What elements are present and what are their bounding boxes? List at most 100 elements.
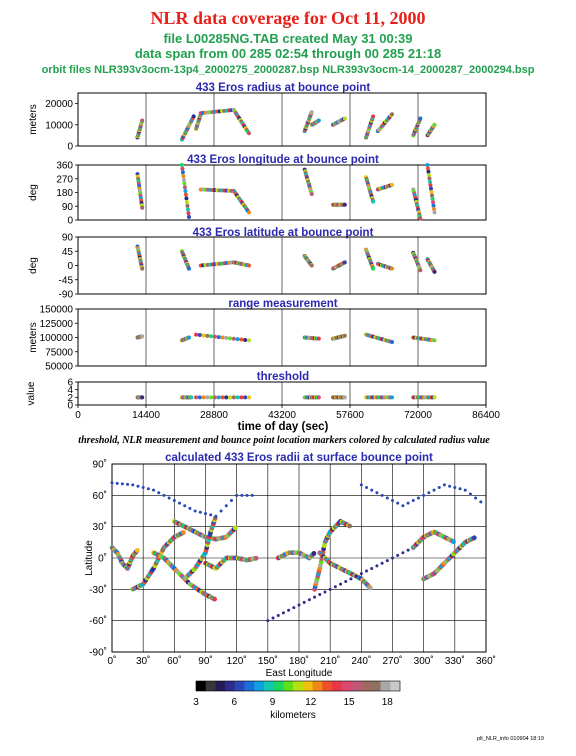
data-point: [431, 203, 436, 208]
map-point: [253, 555, 259, 561]
data-point: [212, 395, 217, 400]
map-point: [365, 569, 369, 573]
y-tick-label: -90: [59, 290, 74, 301]
colorbar-swatch: [302, 681, 313, 691]
map-point: [401, 551, 405, 555]
map-point: [422, 493, 426, 497]
data-point: [390, 182, 395, 187]
longitude-panel: 433 Eros longitude at bounce point 0 90 180…: [28, 154, 487, 227]
data-point: [231, 395, 236, 400]
map-point: [448, 484, 452, 488]
x-tick-label: 72000: [404, 410, 432, 421]
data-point: [390, 266, 395, 271]
y-axis-label: deg: [28, 184, 39, 201]
data-point: [431, 200, 436, 205]
map-point: [313, 595, 317, 599]
map-title: calculated 433 Eros radii at surface bou…: [165, 452, 433, 464]
map-point: [157, 491, 161, 495]
data-point: [235, 395, 240, 400]
data-point: [246, 395, 251, 400]
x-tick-label: 86400: [472, 410, 500, 421]
colorbar-swatch: [254, 681, 265, 691]
map-point: [131, 483, 135, 487]
colorbar-swatch: [196, 681, 207, 691]
data-point: [194, 395, 199, 400]
data-point: [239, 337, 244, 342]
data-point: [429, 193, 434, 198]
data-point: [205, 333, 210, 338]
data-point: [186, 335, 191, 340]
map-point: [250, 493, 254, 497]
data-point: [140, 266, 145, 271]
x-tick-label: 240˚: [351, 655, 371, 667]
colorbar: 3 6 9 12 15 18: [193, 680, 401, 708]
y-tick-label: 6: [67, 378, 73, 389]
y-tick-label: 270: [56, 174, 73, 185]
data-point: [371, 199, 376, 204]
map-point: [172, 499, 176, 503]
x-tick-label: 90˚: [198, 655, 212, 667]
y-tick-label: 0: [67, 401, 73, 412]
data-point: [185, 203, 190, 208]
x-tick-label: 210˚: [320, 655, 340, 667]
data-point: [309, 192, 314, 197]
map-point: [359, 572, 363, 576]
data-point: [316, 118, 321, 123]
map-point: [287, 608, 291, 612]
colorbar-swatch: [225, 681, 236, 691]
data-point: [183, 192, 188, 197]
data-point: [209, 334, 214, 339]
map-point: [479, 500, 483, 504]
x-tick-label: 14400: [132, 410, 160, 421]
data-point: [418, 116, 423, 121]
map-point: [463, 488, 467, 492]
map-point: [359, 483, 363, 487]
y-tick-label: 360: [56, 161, 73, 172]
data-point: [140, 334, 145, 339]
data-point: [205, 395, 210, 400]
x-tick-label: 43200: [268, 410, 296, 421]
data-point: [425, 166, 430, 171]
data-point: [425, 163, 430, 167]
data-point: [342, 333, 347, 338]
range-panel: range measurement 50000 75000 100000 125000 1…: [28, 298, 487, 373]
data-point: [246, 338, 251, 343]
map-point: [451, 539, 456, 545]
radius-panel: 433 Eros radius at bounce point 0 10000 200…: [28, 82, 487, 153]
colorbar-tick-label: 18: [382, 697, 394, 708]
data-point: [224, 335, 229, 340]
map-point: [271, 616, 275, 620]
y-axis-label: value: [26, 381, 37, 405]
map-point: [354, 574, 358, 578]
colorbar-swatch: [341, 681, 352, 691]
data-point: [235, 337, 240, 342]
map-point: [266, 619, 270, 623]
data-point: [216, 395, 221, 400]
map-point: [110, 481, 114, 485]
map-point: [385, 559, 389, 563]
footer-stamp: plt_NLR_info 010904 18:19: [477, 736, 544, 742]
map-point: [391, 499, 394, 503]
y-tick-label: 4: [67, 385, 73, 396]
panel-title: 433 Eros longitude at bounce point: [187, 154, 379, 166]
y-tick-label: -60˚: [89, 615, 107, 627]
map-point: [214, 514, 218, 518]
data-point: [390, 395, 395, 400]
map-point: [136, 484, 140, 488]
panel-title: threshold: [257, 371, 309, 383]
colorbar-tick-label: 3: [193, 697, 199, 708]
colorbar-swatch: [370, 681, 381, 691]
map-point: [474, 496, 478, 500]
y-tick-label: 150000: [40, 305, 74, 316]
data-point: [220, 395, 225, 400]
x-tick-label: 120˚: [227, 655, 247, 667]
map-point: [141, 486, 145, 489]
y-tick-label: 75000: [45, 347, 73, 358]
map-point: [115, 481, 119, 485]
data-point: [182, 181, 187, 186]
map-point: [232, 525, 238, 531]
data-point: [371, 266, 376, 271]
data-point: [418, 268, 423, 273]
map-point: [375, 491, 379, 495]
